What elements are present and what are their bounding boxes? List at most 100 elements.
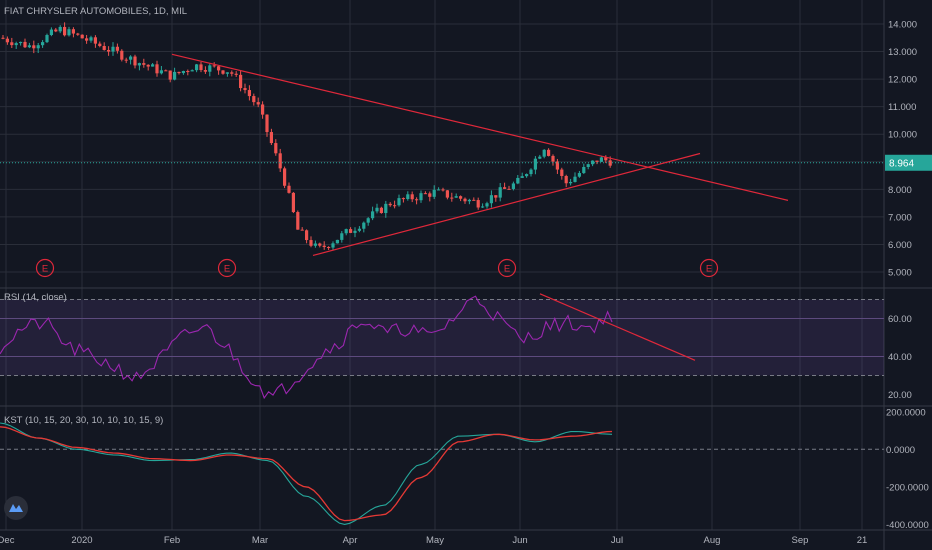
candle xyxy=(164,69,168,72)
time-axis-ticks: Dec 2020 Feb Mar Apr May Jun Jul Aug Sep 21 xyxy=(0,535,867,546)
candle xyxy=(432,185,436,200)
candle xyxy=(472,197,476,201)
candle xyxy=(375,203,379,214)
rsi-line xyxy=(0,295,613,400)
candle xyxy=(287,182,291,194)
candle xyxy=(208,63,212,77)
candle xyxy=(507,185,511,190)
candle xyxy=(520,172,524,179)
candle xyxy=(142,58,146,68)
candle xyxy=(569,178,573,186)
candle xyxy=(234,71,238,77)
candle xyxy=(388,202,392,207)
price-tick-label: 5.000 xyxy=(888,268,912,279)
candle xyxy=(54,27,58,33)
candle xyxy=(467,198,471,205)
candle xyxy=(296,210,300,230)
candle xyxy=(511,181,515,191)
candle xyxy=(177,71,181,75)
candle xyxy=(476,197,480,210)
candle xyxy=(146,64,150,71)
time-tick-label: Jul xyxy=(611,535,623,546)
candle xyxy=(538,154,542,160)
trendline[interactable] xyxy=(171,53,789,201)
time-tick-label: Dec xyxy=(0,535,15,546)
price-tag: 8.964 xyxy=(889,158,914,169)
candle xyxy=(437,187,441,191)
candle xyxy=(322,241,326,250)
candle xyxy=(27,42,31,49)
rsi-tick-label: 20.00 xyxy=(888,390,912,401)
candle xyxy=(89,35,93,43)
candle xyxy=(168,70,172,83)
candle xyxy=(591,160,595,167)
candle xyxy=(313,240,317,248)
candle xyxy=(111,42,115,56)
kst-tick-label: 200.0000 xyxy=(886,407,926,418)
candle xyxy=(181,70,185,75)
candle xyxy=(542,149,546,159)
candle xyxy=(547,148,551,157)
candle xyxy=(401,197,405,203)
candle xyxy=(503,182,507,189)
tradingview-logo[interactable] xyxy=(4,496,28,520)
candle xyxy=(489,190,493,208)
candle xyxy=(217,65,221,75)
rsi-axis-ticks: 60.00 40.00 20.00 xyxy=(888,314,912,401)
candle xyxy=(586,163,590,170)
candle xyxy=(533,156,537,175)
candle xyxy=(415,197,419,205)
candle xyxy=(265,114,269,137)
candle xyxy=(19,41,23,46)
rsi-trendline[interactable] xyxy=(539,293,696,361)
time-tick-label: May xyxy=(426,535,444,546)
candle xyxy=(393,200,397,209)
grid-lines xyxy=(0,0,884,530)
trendline[interactable] xyxy=(312,152,701,257)
candle xyxy=(362,221,366,233)
trendlines[interactable] xyxy=(171,53,789,257)
candle xyxy=(525,173,529,178)
svg-text:E: E xyxy=(224,264,230,275)
price-tick-label: 13.000 xyxy=(888,47,917,58)
candle xyxy=(516,174,520,185)
earnings-marker[interactable]: E xyxy=(217,258,237,278)
candle xyxy=(551,154,555,166)
candle xyxy=(230,70,234,77)
rsi-band-bounds xyxy=(0,299,884,376)
candle xyxy=(454,193,458,198)
candle xyxy=(318,242,322,248)
price-tick-label: 8.000 xyxy=(888,185,912,196)
candle xyxy=(269,128,273,146)
candle xyxy=(239,70,243,92)
price-tick-label: 11.000 xyxy=(888,102,916,113)
candle xyxy=(327,246,331,250)
candle xyxy=(300,227,304,231)
candle xyxy=(305,229,309,244)
candle xyxy=(560,167,564,180)
candle xyxy=(604,155,608,164)
candle xyxy=(309,236,313,248)
candle xyxy=(494,195,498,202)
rsi-tick-label: 40.00 xyxy=(888,352,912,363)
earnings-marker[interactable]: E xyxy=(497,258,517,278)
candle xyxy=(102,42,106,51)
kst-pane[interactable]: 200.0000 0.0000 -200.0000 -400.0000 KST (10… xyxy=(0,407,929,531)
candle xyxy=(353,227,357,238)
candle xyxy=(349,227,353,234)
rsi-pane[interactable]: 60.00 40.00 20.00 RSI (14, close) xyxy=(0,292,912,401)
price-tick-label: 12.000 xyxy=(888,75,917,86)
candle xyxy=(41,40,45,48)
candle xyxy=(344,228,348,236)
earnings-marker[interactable]: E xyxy=(699,258,719,278)
candle xyxy=(366,217,370,226)
candle xyxy=(445,190,449,200)
candle xyxy=(340,231,344,243)
price-tick-label: 7.000 xyxy=(888,212,912,223)
earnings-marker[interactable]: E xyxy=(35,258,55,278)
